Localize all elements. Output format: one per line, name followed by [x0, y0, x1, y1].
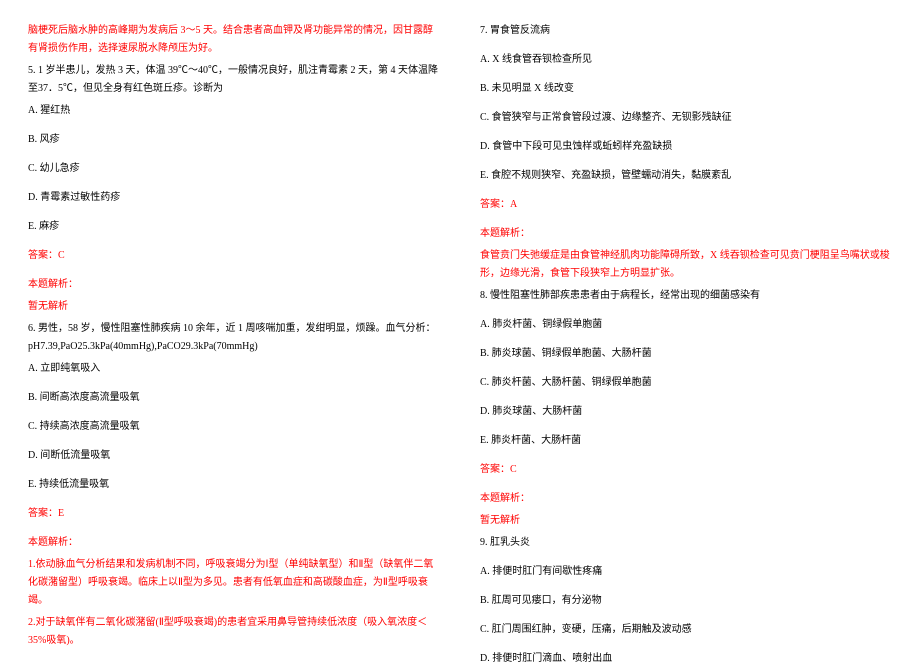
q6-opt-e: E. 持续低流量吸氧: [28, 476, 440, 494]
q6-explain-header: 本题解析：: [28, 534, 440, 552]
left-column: 脑梗死后脑水肿的高峰期为发病后 3～5 天。结合患者高血钾及肾功能异常的情况，因…: [28, 22, 460, 641]
q9-opt-a: A. 排便时肛门有间歇性疼痛: [480, 563, 892, 581]
q7-explain-header: 本题解析：: [480, 225, 892, 243]
q8-opt-a: A. 肺炎杆菌、铜绿假单胞菌: [480, 316, 892, 334]
q5-opt-a: A. 猩红热: [28, 102, 440, 120]
q8-opt-b: B. 肺炎球菌、铜绿假单胞菌、大肠杆菌: [480, 345, 892, 363]
right-column: 7. 胃食管反流病 A. X 线食管吞钡检查所见 B. 未见明显 X 线改变 C…: [460, 22, 892, 641]
q8-answer: 答案：C: [480, 461, 892, 479]
q5-opt-b: B. 风疹: [28, 131, 440, 149]
q9-opt-d: D. 排便时肛门滴血、喷射出血: [480, 650, 892, 668]
q7-opt-d: D. 食管中下段可见虫蚀样或蚯蚓样充盈缺损: [480, 138, 892, 156]
q6-opt-a: A. 立即纯氧吸入: [28, 360, 440, 378]
q8-title: 8. 慢性阻塞性肺部疾患患者由于病程长，经常出现的细菌感染有: [480, 287, 892, 305]
q5-explain-header: 本题解析：: [28, 276, 440, 294]
q9-opt-c: C. 肛门周围红肿，变硬，压痛，后期触及波动感: [480, 621, 892, 639]
q7-explain-body: 食管贲门失弛缓症是由食管神经肌肉功能障碍所致，X 线吞钡检查可见贲门梗阻呈鸟嘴状…: [480, 247, 892, 283]
q7-title: 7. 胃食管反流病: [480, 22, 892, 40]
q8-explain-body: 暂无解析: [480, 512, 892, 530]
q5-explain-body: 暂无解析: [28, 298, 440, 316]
q7-opt-e: E. 食腔不规则狭窄、充盈缺损，管壁蠕动消失，黏膜紊乱: [480, 167, 892, 185]
q6-explain-2: 2.对于缺氧伴有二氧化碳潴留(Ⅱ型呼吸衰竭)的患者宜采用鼻导管持续低浓度（吸入氧…: [28, 614, 440, 650]
q5-opt-d: D. 青霉素过敏性药疹: [28, 189, 440, 207]
intro-text: 脑梗死后脑水肿的高峰期为发病后 3～5 天。结合患者高血钾及肾功能异常的情况，因…: [28, 22, 440, 58]
q7-opt-c: C. 食管狭窄与正常食管段过渡、边缘整齐、无钡影残缺征: [480, 109, 892, 127]
q8-opt-e: E. 肺炎杆菌、大肠杆菌: [480, 432, 892, 450]
q5-opt-c: C. 幼儿急疹: [28, 160, 440, 178]
q7-answer: 答案：A: [480, 196, 892, 214]
q8-explain-header: 本题解析：: [480, 490, 892, 508]
q8-opt-d: D. 肺炎球菌、大肠杆菌: [480, 403, 892, 421]
q6-answer: 答案：E: [28, 505, 440, 523]
q6-opt-b: B. 间断高浓度高流量吸氧: [28, 389, 440, 407]
q5-opt-e: E. 麻疹: [28, 218, 440, 236]
q5-stem: 5. 1 岁半患儿，发热 3 天，体温 39℃～40℃，一般情况良好，肌注青霉素…: [28, 62, 440, 98]
q6-stem: 6. 男性，58 岁，慢性阻塞性肺疾病 10 余年，近 1 周咳喘加重，发绀明显…: [28, 320, 440, 356]
q7-opt-b: B. 未见明显 X 线改变: [480, 80, 892, 98]
q8-opt-c: C. 肺炎杆菌、大肠杆菌、铜绿假单胞菌: [480, 374, 892, 392]
q6-opt-c: C. 持续高浓度高流量吸氧: [28, 418, 440, 436]
q6-explain-1: 1.依动脉血气分析结果和发病机制不同，呼吸衰竭分为Ⅰ型（单纯缺氧型）和Ⅱ型（缺氧…: [28, 556, 440, 610]
q9-opt-b: B. 肛周可见瘘口，有分泌物: [480, 592, 892, 610]
q6-opt-d: D. 间断低流量吸氧: [28, 447, 440, 465]
q7-opt-a: A. X 线食管吞钡检查所见: [480, 51, 892, 69]
q5-answer: 答案：C: [28, 247, 440, 265]
q9-title: 9. 肛乳头炎: [480, 534, 892, 552]
